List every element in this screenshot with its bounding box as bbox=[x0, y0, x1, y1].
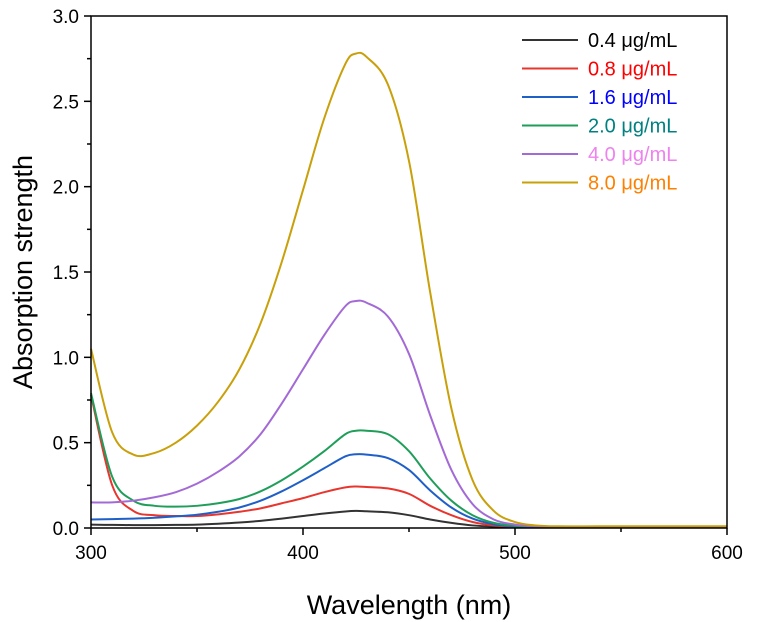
x-tick-label: 300 bbox=[75, 543, 107, 564]
legend-label: 8.0 μg/mL bbox=[588, 173, 677, 195]
legend-item-3: 2.0 μg/mL bbox=[522, 116, 677, 138]
legend-item-5: 8.0 μg/mL bbox=[522, 173, 677, 195]
x-tick-label: 400 bbox=[287, 543, 319, 564]
legend-item-4: 4.0 μg/mL bbox=[522, 144, 677, 166]
legend-item-0: 0.4 μg/mL bbox=[522, 30, 677, 52]
y-axis-ticks: 0.0 0.5 1.0 1.5 2.0 2.5 3.0 bbox=[53, 7, 91, 540]
y-tick-label: 2.5 bbox=[53, 92, 79, 113]
legend-label: 0.4 μg/mL bbox=[588, 30, 677, 52]
y-axis-title: Absorption strength bbox=[8, 155, 38, 389]
y-tick-label: 0.5 bbox=[53, 434, 79, 455]
series-line-3 bbox=[90, 392, 727, 528]
y-tick-label: 0.0 bbox=[53, 519, 79, 540]
legend-item-2: 1.6 μg/mL bbox=[522, 87, 677, 109]
legend-label: 0.8 μg/mL bbox=[588, 59, 677, 81]
series-line-4 bbox=[90, 299, 727, 528]
legend-label: 1.6 μg/mL bbox=[588, 87, 677, 109]
y-tick-label: 1.5 bbox=[53, 263, 79, 284]
y-tick-label: 1.0 bbox=[53, 348, 79, 369]
series-line-0 bbox=[90, 509, 727, 529]
x-tick-label: 500 bbox=[499, 543, 531, 564]
x-axis-title: Wavelength (nm) bbox=[307, 590, 512, 620]
legend: 0.4 μg/mL 0.8 μg/mL 1.6 μg/mL 2.0 μg/mL 4.0 … bbox=[522, 30, 677, 195]
y-tick-label: 3.0 bbox=[53, 7, 79, 28]
legend-item-1: 0.8 μg/mL bbox=[522, 59, 677, 81]
legend-label: 4.0 μg/mL bbox=[588, 144, 677, 166]
x-axis-ticks: 300 400 500 600 bbox=[75, 528, 743, 564]
plot-lines bbox=[90, 51, 727, 529]
series-line-5 bbox=[90, 51, 727, 528]
x-tick-label: 600 bbox=[711, 543, 743, 564]
legend-label: 2.0 μg/mL bbox=[588, 116, 677, 138]
y-tick-label: 2.0 bbox=[53, 178, 79, 199]
